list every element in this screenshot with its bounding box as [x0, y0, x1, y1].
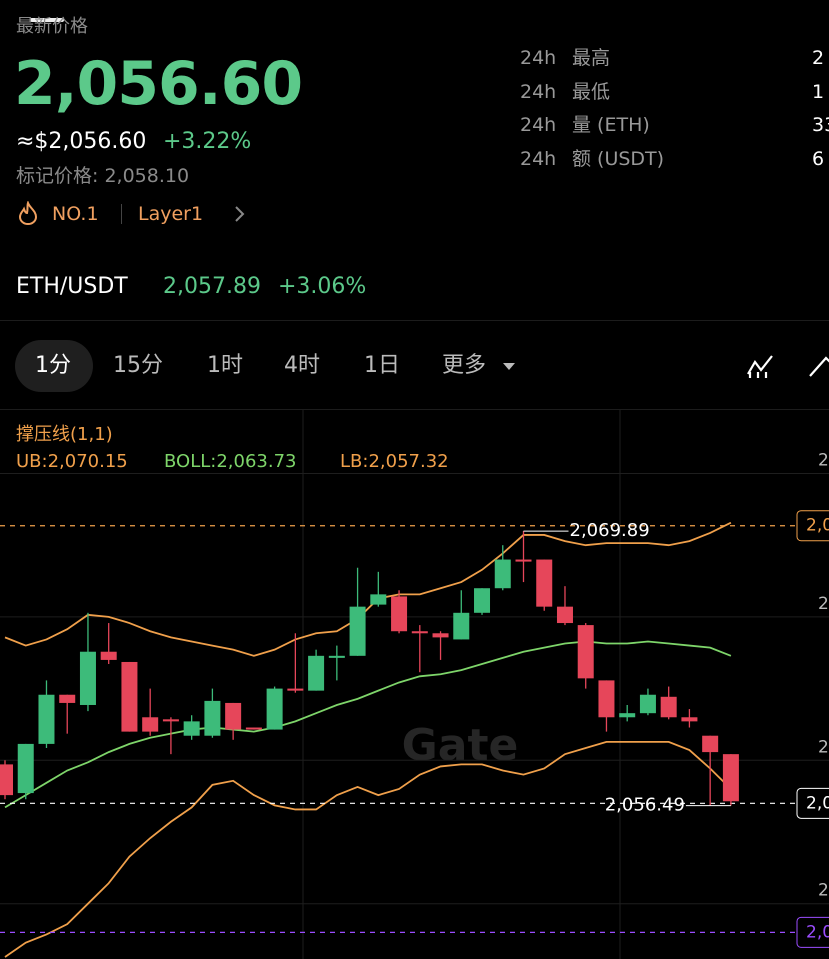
candle-body: [162, 719, 179, 722]
tab[interactable]: 1时: [207, 353, 243, 378]
candle-body: [474, 588, 491, 613]
candle-body: [660, 696, 677, 718]
candle-body: [308, 655, 325, 691]
stat-period: 24h: [520, 47, 557, 69]
divider: [121, 204, 122, 224]
band-line: [4, 521, 732, 657]
chevron: [235, 206, 245, 222]
candle-body: [453, 612, 470, 640]
candle-body: [722, 754, 739, 802]
stat-label: 额 (USDT): [572, 147, 665, 170]
price-tag: [796, 787, 829, 819]
candle-body: [17, 743, 34, 794]
y-tick-label: 2: [818, 881, 829, 901]
stat-label: 量 (ETH): [572, 114, 650, 136]
stat-value: 1: [812, 80, 825, 103]
candle-body: [432, 633, 449, 638]
annotation: 2,069.89: [570, 520, 650, 541]
legend-item: LB:2,057.32: [340, 451, 449, 472]
y-tick-label: 2: [818, 737, 829, 757]
y-tick-label: 2: [818, 451, 829, 471]
candle-body: [100, 651, 117, 660]
pair-change: +3.06%: [278, 274, 367, 299]
candle-body: [225, 702, 242, 730]
toolbar-icons[interactable]: [746, 352, 829, 382]
band-line: [4, 640, 732, 809]
separator: [0, 320, 829, 321]
candle-body: [121, 661, 138, 732]
candle-body: [204, 700, 221, 736]
candle-body: [245, 727, 262, 730]
tag[interactable]: Layer1: [138, 203, 204, 225]
fire-icon: [18, 201, 38, 225]
pair-name[interactable]: ETH/USDT: [16, 274, 128, 299]
candle-body: [536, 559, 553, 607]
price-tag: [796, 916, 829, 948]
usd-price: ≈$2,056.60: [16, 129, 147, 154]
price-label: 最新价格: [16, 16, 88, 37]
stat-value: 6: [812, 147, 825, 170]
tab[interactable]: 1日: [364, 353, 400, 378]
rank[interactable]: NO.1: [52, 203, 99, 225]
candle-body: [266, 688, 283, 730]
legend-item: BOLL:2,063.73: [164, 451, 296, 472]
band-line: [4, 740, 732, 958]
candle-body: [556, 606, 573, 624]
candle-body: [577, 625, 594, 679]
candle-body: [639, 694, 656, 714]
candle-body: [598, 680, 615, 718]
stat-value: 2: [812, 47, 825, 69]
candle-body: [494, 559, 511, 589]
price-tag-label: 2,0: [806, 793, 829, 813]
annotation: 2,056.49: [605, 795, 685, 816]
tab[interactable]: 4时: [284, 353, 320, 378]
candle-body: [370, 594, 387, 605]
pair-price: 2,057.89: [163, 274, 261, 299]
candle-body: [183, 721, 200, 736]
candle-body: [142, 717, 159, 732]
candle-body: [328, 655, 345, 658]
candle-body: [411, 631, 428, 634]
candle-body: [287, 688, 304, 691]
active-tab-bg: [15, 340, 93, 392]
separator: [0, 409, 829, 410]
candle-body: [349, 606, 366, 656]
candle-body: [59, 694, 76, 703]
stat-period: 24h: [520, 80, 557, 103]
status-bar: [30, 18, 64, 22]
candle-body: [38, 694, 55, 744]
candle-body: [391, 596, 408, 632]
stat-period: 24h: [520, 147, 557, 170]
stat-period: 24h: [520, 114, 557, 136]
candle-body: [702, 735, 719, 753]
tab[interactable]: 15分: [113, 353, 163, 378]
last-price: 2,056.60: [14, 49, 303, 119]
price-tag-label: 2,0: [806, 922, 829, 942]
candle-body: [515, 559, 532, 562]
candle-body: [79, 651, 96, 705]
stat-label: 最低: [572, 80, 611, 103]
legend-item: UB:2,070.15: [16, 451, 128, 472]
indicator-name: 撑压线(1,1): [16, 424, 113, 445]
price-tag-label: 2,0: [806, 516, 829, 536]
candle-body: [619, 713, 636, 718]
dropdown-arrow: [503, 363, 515, 370]
mark-price: 标记价格: 2,058.10: [16, 165, 190, 187]
stat-value: 33: [812, 114, 829, 136]
candle-body: [681, 717, 698, 722]
price-tag: [796, 510, 829, 542]
tab[interactable]: 更多: [442, 353, 487, 378]
stat-label: 最高: [572, 47, 611, 69]
chart: Gate 撑压线(1,1) 2 2 2 2 UB:2,070.15 BOLL:2,063.…: [0, 410, 829, 959]
watermark: Gate: [402, 720, 519, 771]
price-change: +3.22%: [163, 129, 252, 154]
candle-body: [0, 764, 13, 796]
y-tick-label: 2: [818, 594, 829, 614]
tab[interactable]: 1分: [35, 353, 71, 378]
